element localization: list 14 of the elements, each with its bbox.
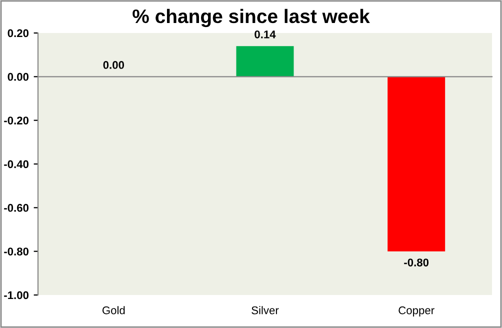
y-tick-label: 0.00 bbox=[8, 72, 29, 81]
x-tick-label: Silver bbox=[252, 306, 279, 314]
data-label: 0.00 bbox=[103, 61, 124, 69]
y-tick-label: -0.60 bbox=[4, 204, 29, 212]
data-label: 0.14 bbox=[254, 30, 276, 38]
x-tick-label: Gold bbox=[102, 306, 125, 314]
x-tick-label: Copper bbox=[398, 306, 434, 316]
chart-title: % change since last week bbox=[132, 8, 370, 28]
y-tick-label: -0.80 bbox=[4, 248, 29, 256]
y-tick-label: -0.20 bbox=[4, 116, 29, 124]
y-tick-label: 0.20 bbox=[8, 29, 29, 38]
y-tick-label: -0.40 bbox=[4, 160, 29, 168]
y-tick-label: -1.00 bbox=[4, 291, 29, 300]
data-label: -0.80 bbox=[404, 258, 429, 266]
